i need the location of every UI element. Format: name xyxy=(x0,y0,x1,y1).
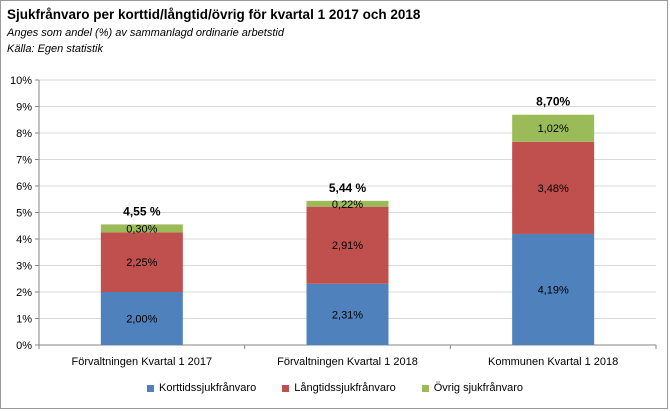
legend-swatch-ovrig xyxy=(421,384,429,392)
legend-label-ovrig: Övrig sjukfrånvaro xyxy=(433,382,523,394)
y-tick-label: 9% xyxy=(16,102,32,114)
total-label: 8,70% xyxy=(536,95,570,109)
chart-subtitle: Anges som andel (%) av sammanlagd ordina… xyxy=(7,27,284,39)
data-label: 4,19% xyxy=(538,284,569,296)
y-tick-label: 8% xyxy=(16,128,32,140)
data-label: 2,91% xyxy=(332,240,363,252)
y-tick-label: 10% xyxy=(10,75,32,87)
legend-item-ovrig: Övrig sjukfrånvaro xyxy=(421,382,523,394)
data-label: 3,48% xyxy=(538,183,569,195)
chart-source: Källa: Egen statistik xyxy=(7,43,103,55)
legend-swatch-korttid xyxy=(147,384,154,392)
bar-segment xyxy=(512,114,595,142)
data-label: 0,30% xyxy=(126,223,157,235)
y-tick-label: 7% xyxy=(16,155,32,167)
bar-segment xyxy=(512,141,595,234)
legend-item-korttid: Korttidssjukfrånvaro xyxy=(147,382,256,394)
bar-segment xyxy=(100,292,183,345)
y-tick-label: 3% xyxy=(16,261,32,273)
x-tick-label: Förvaltningen Kvartal 1 2018 xyxy=(277,356,418,368)
y-tick-label: 5% xyxy=(16,208,32,220)
bar-segment xyxy=(512,233,595,345)
data-label: 2,25% xyxy=(126,257,157,269)
y-tick-label: 0% xyxy=(16,340,32,352)
bar-segment xyxy=(306,206,389,284)
bar-segment xyxy=(306,200,389,207)
legend-label-langtid: Långtidssjukfrånvaro xyxy=(294,382,396,394)
data-label: 1,02% xyxy=(538,123,569,135)
total-label: 5,44 % xyxy=(329,181,367,195)
legend-label-korttid: Korttidssjukfrånvaro xyxy=(159,382,257,394)
y-tick-label: 1% xyxy=(16,314,32,326)
y-tick-label: 6% xyxy=(16,181,32,193)
total-label: 4,55 % xyxy=(123,204,161,218)
y-tick-label: 4% xyxy=(16,234,32,246)
legend-swatch-langtid xyxy=(282,384,290,392)
legend-item-langtid: Långtidssjukfrånvaro xyxy=(282,382,396,394)
y-tick-label: 2% xyxy=(16,287,32,299)
data-label: 2,00% xyxy=(126,314,157,326)
data-label: 2,31% xyxy=(332,309,363,321)
bar-segment xyxy=(100,232,183,292)
legend: Korttidssjukfrånvaro Långtidssjukfrånvar… xyxy=(1,382,669,394)
data-label: 0,22% xyxy=(332,199,363,211)
x-tick-label: Förvaltningen Kvartal 1 2017 xyxy=(72,356,213,368)
bar-segment xyxy=(100,224,183,233)
chart-title: Sjukfrånvaro per korttid/långtid/övrig f… xyxy=(7,7,421,22)
x-tick-label: Kommunen Kvartal 1 2018 xyxy=(488,356,618,368)
bar-segment xyxy=(306,283,389,345)
